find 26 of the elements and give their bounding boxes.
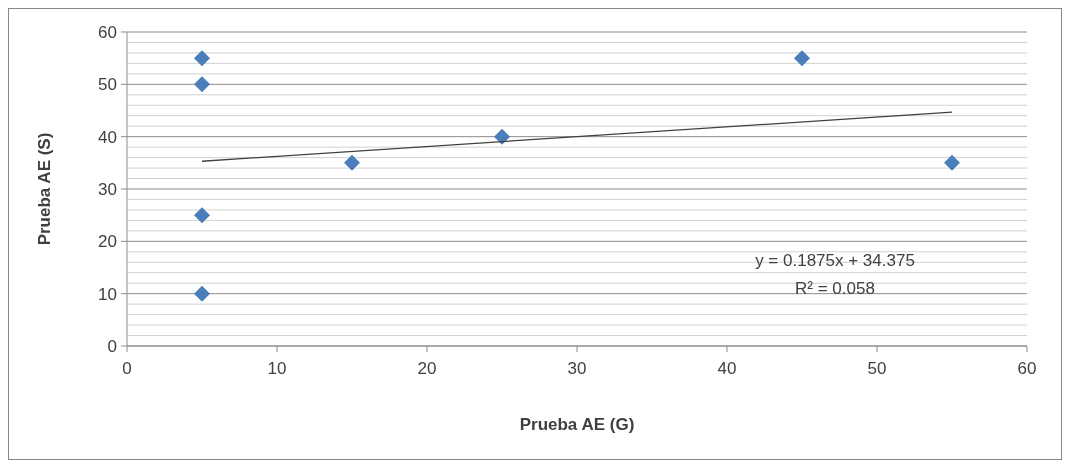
x-tick-label: 0 bbox=[122, 359, 132, 378]
y-tick-label: 20 bbox=[98, 232, 117, 252]
x-tick-label: 30 bbox=[567, 359, 587, 378]
x-axis-title: Prueba AE (G) bbox=[519, 415, 635, 434]
y-tick-label: 30 bbox=[98, 179, 117, 199]
point bbox=[794, 50, 810, 67]
point bbox=[494, 128, 510, 145]
point bbox=[944, 154, 960, 171]
x-tick-label: 50 bbox=[867, 359, 887, 378]
x-tick-label: 60 bbox=[1017, 359, 1037, 378]
y-tick-label: 40 bbox=[98, 127, 117, 147]
point bbox=[194, 207, 210, 224]
y-tick-label: 10 bbox=[98, 284, 117, 304]
x-tick-label: 10 bbox=[267, 359, 287, 378]
y-tick-label: 0 bbox=[107, 336, 117, 356]
point bbox=[344, 154, 360, 171]
point bbox=[194, 76, 210, 93]
point bbox=[194, 50, 210, 67]
annotation: R² = 0.058 bbox=[795, 279, 875, 298]
y-axis-title: Prueba AE (S) bbox=[35, 132, 54, 246]
x-tick-label: 40 bbox=[717, 359, 737, 378]
point bbox=[194, 285, 210, 302]
y-tick-label: 50 bbox=[98, 75, 117, 95]
x-tick-label: 20 bbox=[417, 359, 437, 378]
annotation: y = 0.1875x + 34.375 bbox=[755, 251, 915, 270]
y-tick-label: 60 bbox=[98, 22, 117, 42]
